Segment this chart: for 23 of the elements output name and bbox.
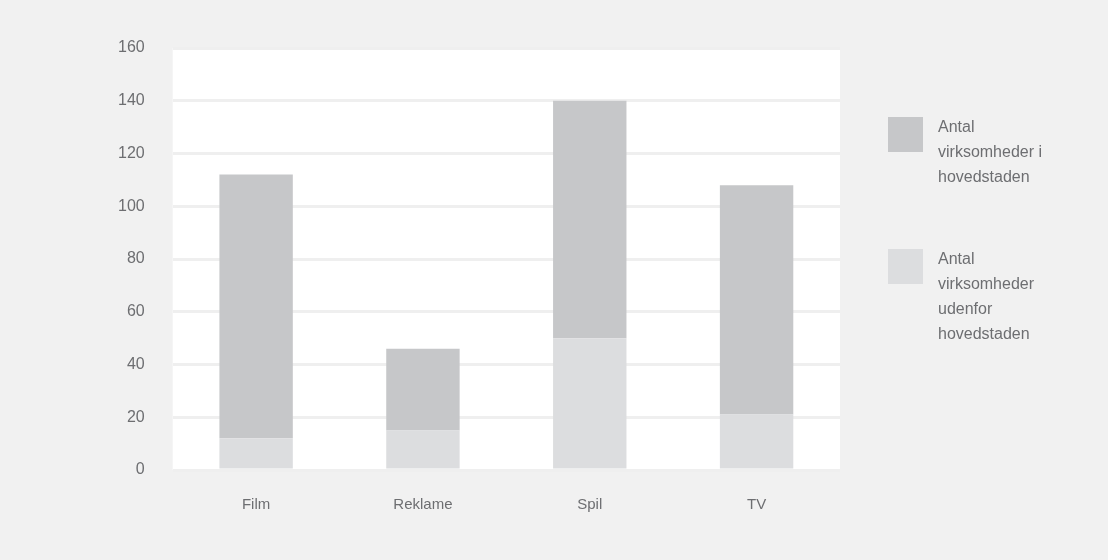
y-tick-label: 60: [126, 302, 145, 320]
x-tick-label: Film: [241, 495, 271, 513]
y-tick-label: 80: [126, 249, 145, 267]
legend-label: Antal virksomheder i hovedstaden: [938, 117, 1044, 187]
x-tick-label: TV: [747, 495, 767, 513]
bar: [553, 100, 627, 339]
x-tick-label: Spil: [577, 495, 603, 513]
bar: [553, 338, 627, 469]
legend-label: Antal virksomheder udenfor hovedstaden: [938, 249, 1036, 344]
y-tick-label: 140: [117, 91, 145, 109]
y-tick-label: 120: [117, 143, 145, 161]
bar: [386, 430, 460, 469]
x-tick-label: Reklame: [393, 495, 453, 513]
bar: [386, 348, 460, 431]
bar: [719, 185, 794, 415]
y-tick-label: 100: [117, 196, 145, 214]
y-tick-label: 160: [117, 38, 145, 56]
bar: [219, 438, 293, 469]
y-tick-label: 0: [135, 460, 145, 478]
bar: [719, 414, 794, 469]
bar: [219, 174, 293, 439]
y-tick-label: 40: [126, 354, 145, 372]
y-tick-label: 20: [126, 407, 145, 425]
